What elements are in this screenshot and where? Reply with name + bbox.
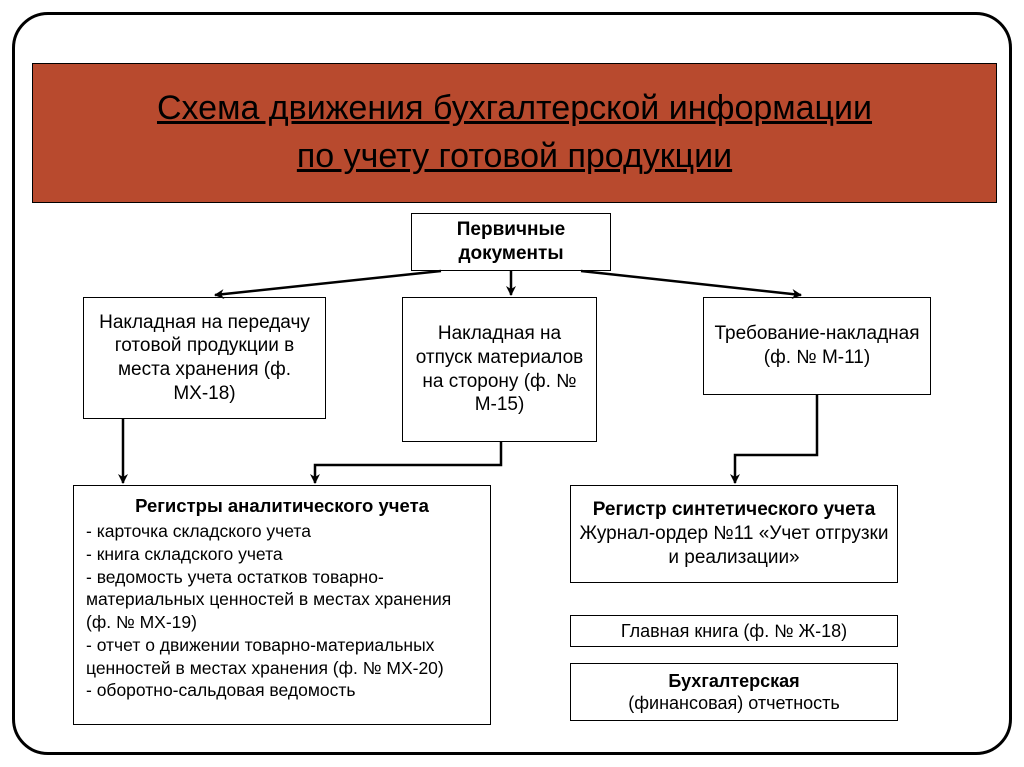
node-doc3-label: Требование-накладная (ф. № М-11) <box>712 322 922 370</box>
list-item: - книга складского учета <box>86 543 478 566</box>
node-doc1: Накладная на передачу готовой продукции … <box>83 297 326 419</box>
list-item: - отчет о движении товарно-материальных … <box>86 634 478 680</box>
node-primary-label: Первичные документы <box>420 218 602 266</box>
reporting-title: Бухгалтерская <box>668 670 799 693</box>
title-line-2: по учету готовой продукции <box>297 133 732 181</box>
list-item: - ведомость учета остатков товарно-матер… <box>86 566 478 634</box>
list-item: - оборотно-сальдовая ведомость <box>86 679 478 702</box>
synthetic-body: Журнал-ордер №11 «Учет отгрузки и реализ… <box>579 522 889 570</box>
node-doc2: Накладная на отпуск материалов на сторон… <box>402 297 597 442</box>
node-reporting: Бухгалтерская (финансовая) отчетность <box>570 663 898 721</box>
reporting-body: (финансовая) отчетность <box>628 692 840 715</box>
node-doc1-label: Накладная на передачу готовой продукции … <box>92 311 317 406</box>
slide-frame: Схема движения бухгалтерской информации … <box>12 12 1012 755</box>
ledger-label: Главная книга (ф. № Ж-18) <box>621 620 847 643</box>
node-doc3: Требование-накладная (ф. № М-11) <box>703 297 931 395</box>
analytic-title: Регистры аналитического учета <box>86 494 478 518</box>
synthetic-title: Регистр синтетического учета <box>593 498 876 522</box>
node-synthetic: Регистр синтетического учета Журнал-орде… <box>570 485 898 583</box>
title-bar: Схема движения бухгалтерской информации … <box>32 63 997 203</box>
title-line-1: Схема движения бухгалтерской информации <box>157 85 872 133</box>
node-analytic: Регистры аналитического учета - карточка… <box>73 485 491 725</box>
node-ledger: Главная книга (ф. № Ж-18) <box>570 615 898 647</box>
list-item: - карточка складского учета <box>86 520 478 543</box>
node-doc2-label: Накладная на отпуск материалов на сторон… <box>411 322 588 417</box>
analytic-list: - карточка складского учета - книга скла… <box>86 520 478 702</box>
node-primary: Первичные документы <box>411 213 611 271</box>
